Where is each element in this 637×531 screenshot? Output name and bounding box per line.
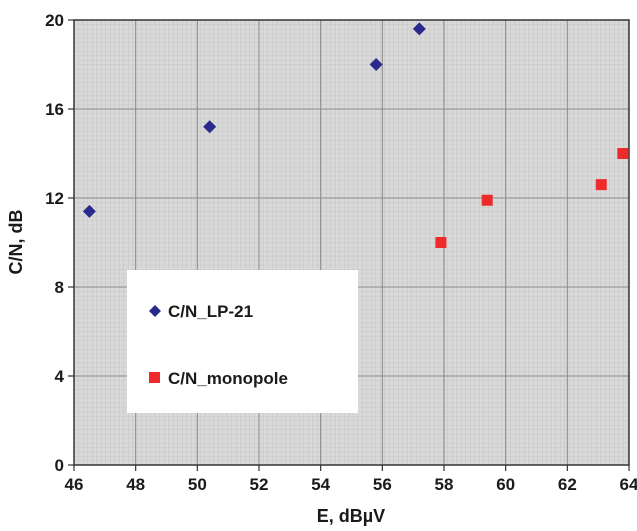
y-tick-label: 4 — [55, 367, 65, 386]
x-tick-label: 46 — [65, 475, 84, 494]
x-tick-label: 54 — [311, 475, 330, 494]
legend: C/N_LP-21 C/N_monopole — [127, 270, 358, 413]
y-tick-label: 16 — [45, 100, 64, 119]
y-tick-label: 12 — [45, 189, 64, 208]
x-tick-label: 56 — [373, 475, 392, 494]
data-point-lp21 — [203, 120, 217, 134]
series-layer — [82, 22, 629, 248]
x-axis-title: E, dBµV — [317, 506, 385, 526]
y-tick-label: 20 — [45, 11, 64, 30]
data-point-lp21 — [82, 204, 96, 218]
y-tick-label: 0 — [55, 456, 64, 475]
legend-label-monopole: C/N_monopole — [168, 369, 288, 388]
y-axis: 0 4 8 12 16 20 — [45, 11, 74, 475]
legend-marker-monopole — [149, 372, 160, 383]
x-tick-label: 52 — [250, 475, 269, 494]
data-point-monopole — [435, 237, 447, 248]
x-tick-label: 64 — [620, 475, 637, 494]
series-monopole — [435, 148, 629, 248]
data-point-monopole — [481, 194, 493, 206]
x-tick-label: 58 — [435, 475, 454, 494]
x-tick-label: 60 — [496, 475, 515, 494]
legend-marker-lp21 — [149, 305, 161, 317]
x-axis: 46 48 50 52 54 56 58 60 62 64 — [65, 465, 637, 494]
y-tick-label: 8 — [55, 278, 64, 297]
plot-frame — [73, 19, 630, 466]
data-point-lp21 — [412, 22, 426, 36]
y-axis-title: C/N, dB — [6, 210, 26, 275]
series-lp21 — [82, 22, 426, 218]
x-tick-label: 50 — [188, 475, 207, 494]
data-point-monopole — [595, 179, 607, 191]
legend-box — [127, 270, 358, 413]
legend-label-lp21: C/N_LP-21 — [168, 302, 253, 321]
x-tick-label: 48 — [126, 475, 145, 494]
data-point-monopole — [617, 148, 629, 159]
x-tick-label: 62 — [558, 475, 577, 494]
data-point-lp21 — [369, 58, 383, 71]
